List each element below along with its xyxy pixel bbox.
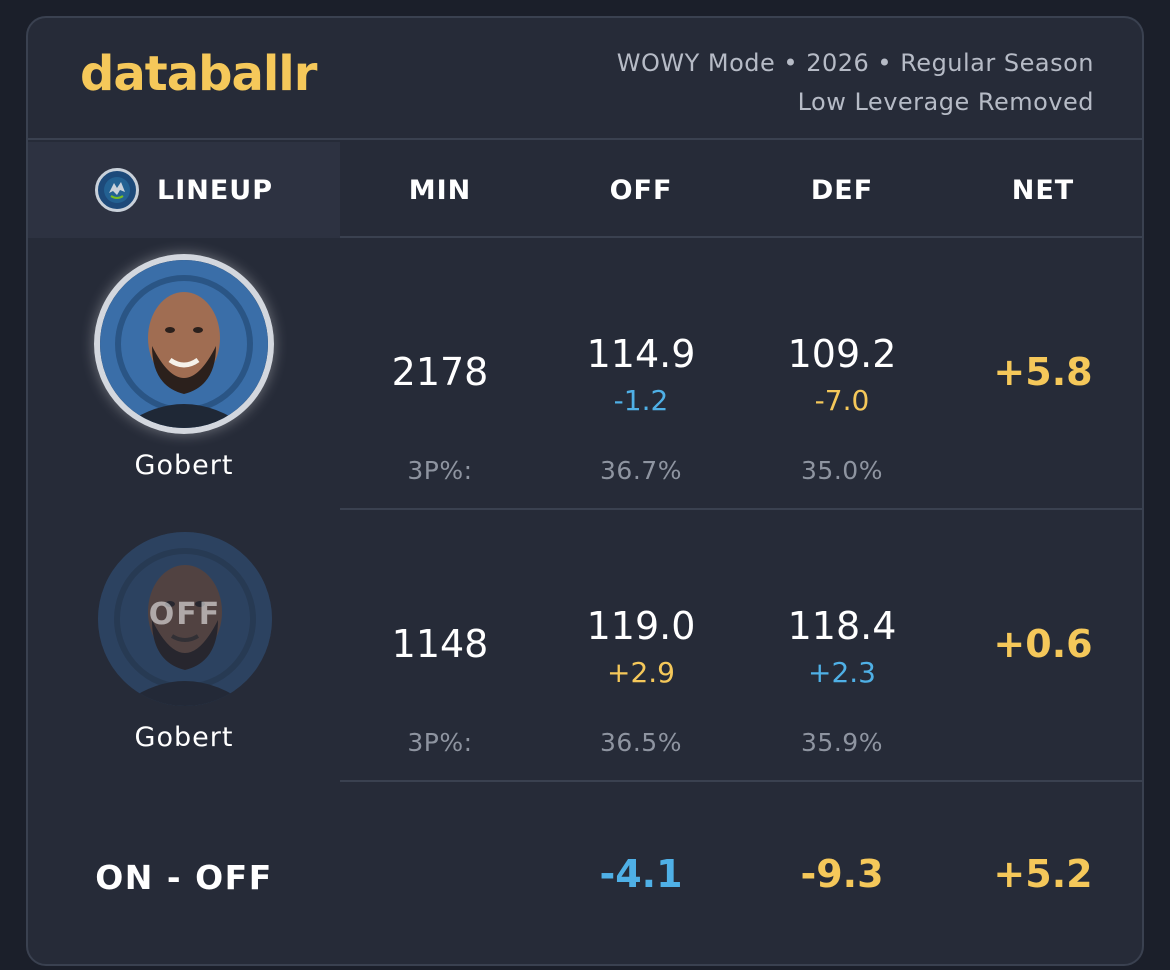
off-delta: +2.9 (607, 656, 675, 689)
player-name: Gobert (134, 450, 234, 481)
off-rating: 119.0 (586, 604, 696, 648)
def-three-pt: 35.9% (801, 728, 883, 757)
def-three-pt: 35.0% (801, 456, 883, 485)
three-pt-label: 3P%: (407, 728, 473, 757)
timberwolves-logo-icon (94, 168, 139, 212)
leverage-line: Low Leverage Removed (797, 88, 1094, 116)
min-header: MIN (408, 174, 472, 206)
def-header: DEF (810, 174, 874, 206)
off-overlay: OFF (98, 532, 272, 706)
off-three-pt: 36.7% (600, 456, 682, 485)
databallr-logo: databallr (80, 46, 317, 102)
card-header: databallr WOWY Mode • 2026 • Regular Sea… (28, 18, 1142, 140)
player-avatar (94, 254, 274, 434)
wowy-card: databallr WOWY Mode • 2026 • Regular Sea… (26, 16, 1144, 966)
off-three-pt: 36.5% (600, 728, 682, 757)
def-rating: 118.4 (787, 604, 897, 648)
off-header: OFF (609, 174, 673, 206)
def-rating: 109.2 (787, 332, 897, 376)
lineup-row-off: OFF Gobert 1148 119.0 +2.9 118.4 +2.3 +0… (28, 512, 1142, 782)
net-rating: +0.6 (993, 622, 1093, 666)
off-status-label: OFF (148, 596, 222, 632)
three-pt-label: 3P%: (407, 456, 473, 485)
on-off-label: ON - OFF (95, 858, 273, 897)
lineup-header: LINEUP (28, 142, 340, 238)
on-off-row: ON - OFF -4.1 -9.3 +5.2 (28, 784, 1142, 964)
min-value: 2178 (391, 350, 489, 394)
lineup-row-on: Gobert 2178 114.9 -1.2 109.2 -7.0 +5.8 3… (28, 240, 1142, 510)
lineup-label: LINEUP (156, 174, 273, 206)
on-off-off: -4.1 (599, 852, 683, 896)
net-rating: +5.8 (993, 350, 1093, 394)
mode-line: WOWY Mode • 2026 • Regular Season (616, 49, 1094, 77)
off-rating: 114.9 (586, 332, 696, 376)
mode-info: WOWY Mode • 2026 • Regular Season Low Le… (617, 44, 1094, 122)
net-header: NET (1011, 174, 1075, 206)
def-delta: +2.3 (808, 656, 876, 689)
on-off-def: -9.3 (800, 852, 884, 896)
player-name: Gobert (134, 722, 234, 753)
row-divider (340, 780, 1142, 782)
min-value: 1148 (391, 622, 489, 666)
off-delta: -1.2 (613, 384, 669, 417)
def-delta: -7.0 (814, 384, 870, 417)
on-off-net: +5.2 (993, 852, 1093, 896)
row-divider (340, 508, 1142, 510)
column-header-row: LINEUP MIN OFF DEF NET (28, 142, 1142, 238)
